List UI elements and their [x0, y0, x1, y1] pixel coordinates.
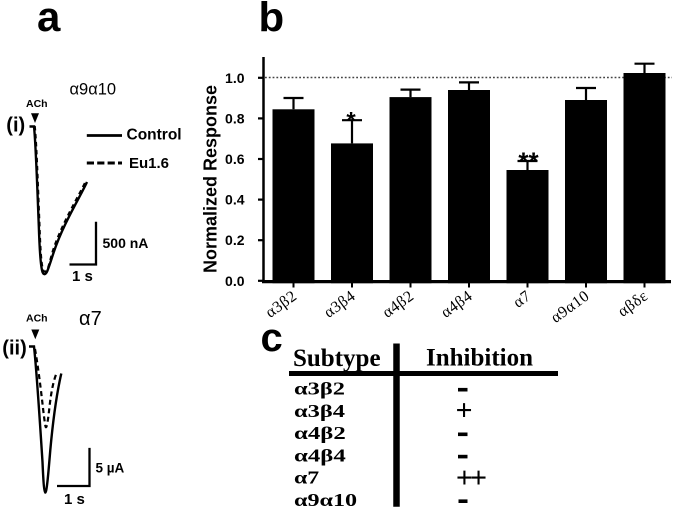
- svg-text:c: c: [261, 316, 283, 360]
- svg-text:α7: α7: [79, 308, 102, 330]
- svg-text:Eu1.6: Eu1.6: [129, 155, 169, 172]
- svg-text:0.8: 0.8: [225, 110, 245, 126]
- svg-text:0.4: 0.4: [225, 192, 245, 208]
- svg-text:α3β4: α3β4: [294, 401, 345, 421]
- svg-text:α7: α7: [510, 287, 534, 311]
- svg-text:*: *: [346, 108, 356, 135]
- svg-text:+: +: [455, 394, 472, 427]
- svg-text:Subtype: Subtype: [293, 345, 381, 372]
- svg-text:ACh: ACh: [26, 313, 48, 325]
- svg-text:0.6: 0.6: [225, 151, 245, 167]
- svg-text:α4β4: α4β4: [294, 446, 346, 466]
- svg-text:a: a: [37, 0, 61, 40]
- svg-text:1 s: 1 s: [72, 268, 93, 285]
- svg-text:α7: α7: [294, 467, 320, 487]
- svg-text:ACh: ACh: [26, 98, 48, 110]
- svg-text:**: **: [518, 147, 539, 177]
- svg-text:Inhibition: Inhibition: [426, 345, 533, 372]
- svg-text:(ii): (ii): [2, 338, 26, 360]
- svg-text:1 s: 1 s: [64, 491, 85, 508]
- svg-text:Control: Control: [127, 127, 182, 144]
- svg-text:α9α10: α9α10: [294, 490, 357, 510]
- svg-text:0.2: 0.2: [225, 232, 245, 248]
- svg-text:b: b: [259, 0, 285, 41]
- svg-text:++: ++: [456, 461, 486, 494]
- svg-text:1.0: 1.0: [225, 70, 245, 86]
- svg-text:α4β2: α4β2: [294, 423, 346, 443]
- svg-text:500 nA: 500 nA: [103, 235, 149, 251]
- svg-text:α9α10: α9α10: [70, 81, 117, 99]
- svg-text:Normalized Response: Normalized Response: [201, 85, 221, 273]
- svg-text:5 µA: 5 µA: [96, 461, 125, 476]
- svg-text:0.0: 0.0: [225, 273, 245, 289]
- svg-text:(i): (i): [6, 115, 25, 137]
- svg-text:α3β2: α3β2: [294, 379, 345, 399]
